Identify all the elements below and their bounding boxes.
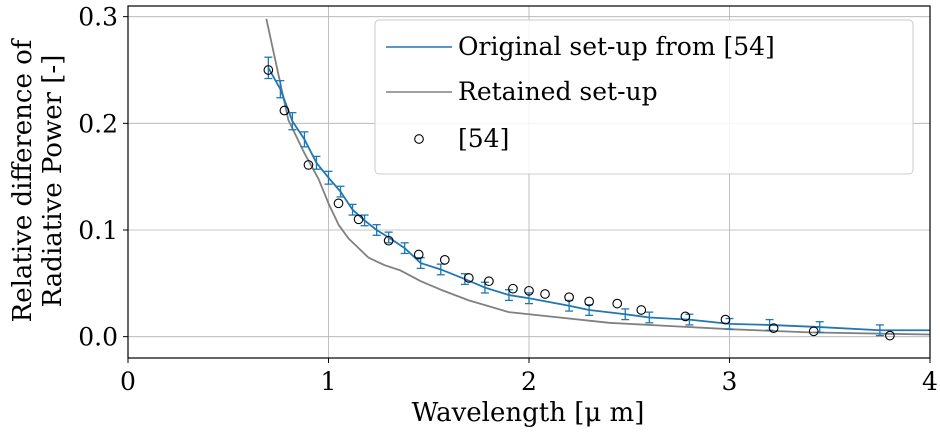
y-tick-label: 0.0 xyxy=(78,323,118,352)
reference-point xyxy=(508,283,518,294)
ticks: 0 1 2 3 4 0.0 0.1 0.2 0.3 xyxy=(78,3,938,396)
y-axis-label-line-2: Radiative Power [-] xyxy=(38,55,68,308)
reference-point xyxy=(353,214,364,225)
reference-point xyxy=(524,285,534,296)
reference-point xyxy=(720,314,731,325)
reference-point xyxy=(680,311,691,322)
reference-point xyxy=(808,326,819,337)
series-layer xyxy=(263,18,931,341)
x-tick-label: 1 xyxy=(321,367,337,396)
reference-point xyxy=(383,235,394,246)
reference-point xyxy=(484,276,494,287)
y-tick-label: 0.2 xyxy=(78,109,118,138)
x-tick-label: 0 xyxy=(120,367,136,396)
y-axis-label: Relative difference of Radiative Power [… xyxy=(8,37,68,322)
reference-point xyxy=(636,305,647,315)
y-tick-label: 0.1 xyxy=(78,216,118,245)
reference-point xyxy=(885,330,895,341)
legend: Original set-up from [54] Retained set-u… xyxy=(374,19,914,175)
series-line-original xyxy=(267,67,930,332)
reference-point xyxy=(540,289,550,299)
x-tick-label: 3 xyxy=(722,367,738,396)
x-tick-label: 4 xyxy=(922,367,938,396)
reference-point xyxy=(584,296,595,307)
y-tick-label: 0.3 xyxy=(78,3,118,32)
reference-point xyxy=(612,298,623,309)
legend-label-original: Original set-up from [54] xyxy=(458,32,775,61)
legend-label-reference: [54] xyxy=(458,124,509,153)
y-axis-label-line-1: Relative difference of xyxy=(8,37,38,322)
reference-point xyxy=(279,105,290,116)
reference-point xyxy=(768,323,779,333)
legend-marker-reference xyxy=(414,134,424,144)
legend-label-retained: Retained set-up xyxy=(458,77,658,106)
reference-point xyxy=(464,273,474,283)
reference-point xyxy=(303,160,314,170)
reference-point xyxy=(564,292,574,303)
x-axis-label: Wavelength [μ m] xyxy=(412,398,645,428)
reference-point xyxy=(413,249,424,260)
legend-box xyxy=(374,19,914,175)
reference-point xyxy=(263,65,274,75)
x-tick-label: 2 xyxy=(521,367,537,396)
series-line-retained xyxy=(265,18,931,336)
reference-point xyxy=(439,255,450,265)
reference-point xyxy=(333,198,344,209)
